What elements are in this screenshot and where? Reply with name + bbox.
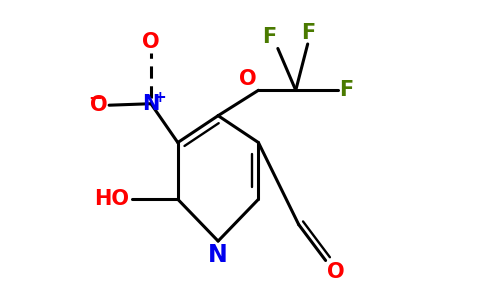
Text: HO: HO: [94, 189, 129, 209]
Text: F: F: [339, 80, 353, 100]
Text: N: N: [142, 94, 160, 114]
Text: O: O: [239, 69, 257, 89]
Text: N: N: [208, 243, 228, 267]
Text: −: −: [88, 88, 102, 106]
Text: F: F: [262, 27, 276, 47]
Text: F: F: [301, 23, 316, 43]
Text: O: O: [90, 95, 107, 115]
Text: +: +: [153, 90, 166, 105]
Text: O: O: [327, 262, 345, 282]
Text: O: O: [142, 32, 160, 52]
